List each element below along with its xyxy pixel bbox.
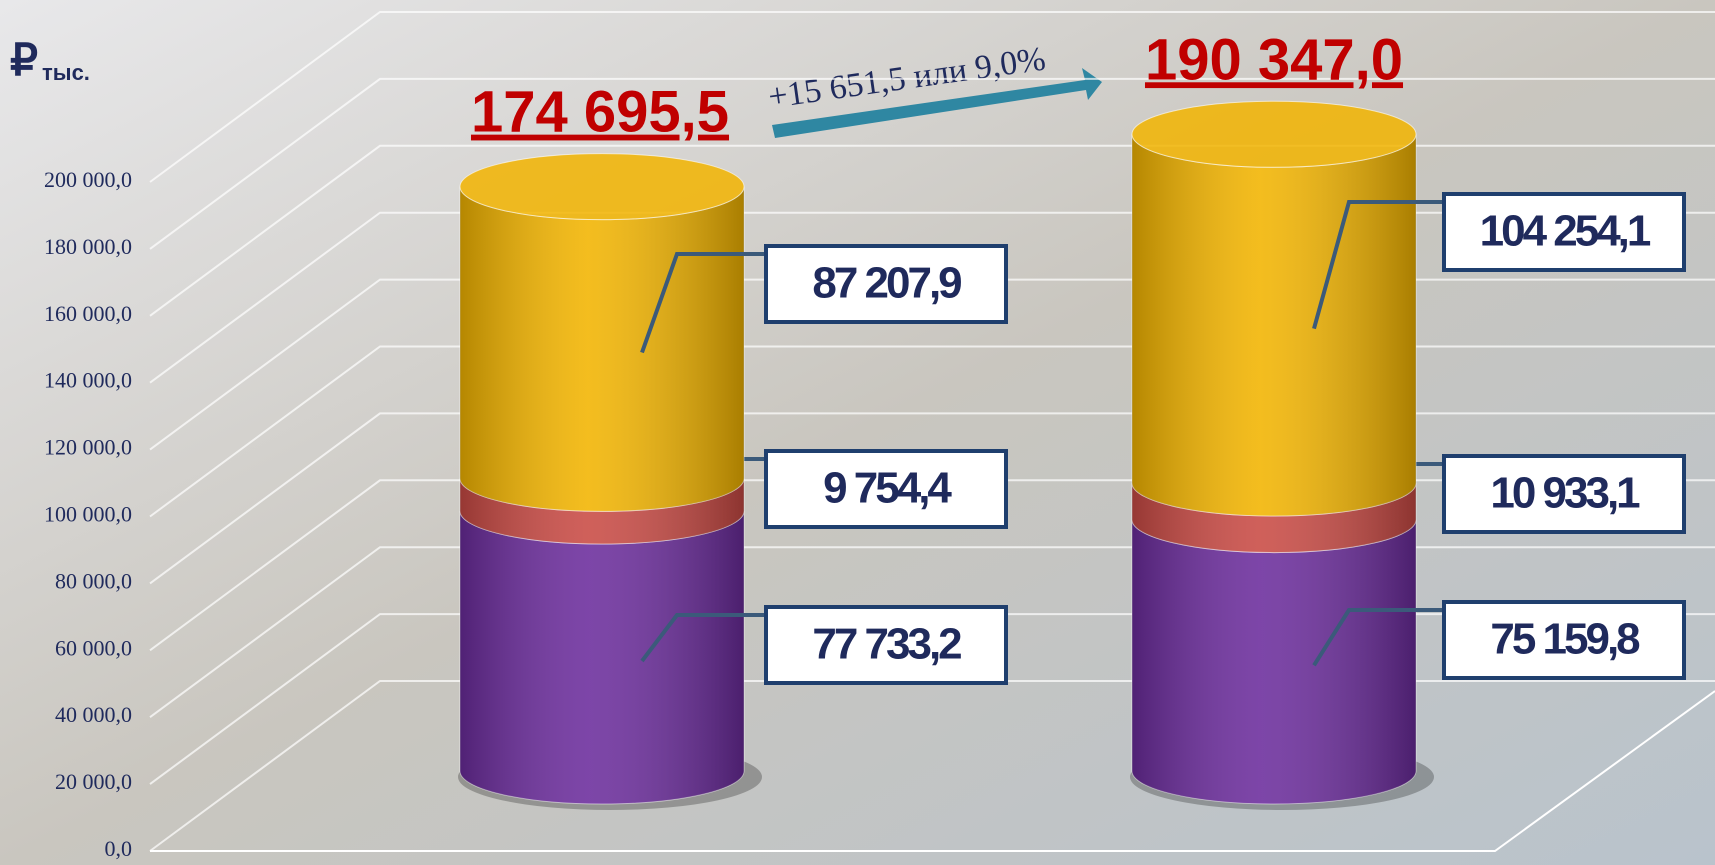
y-tick-label: 180 000,0 [44,234,132,259]
value-label: 75 159,8 [1490,615,1640,664]
segment-shade [460,511,744,804]
unit-symbol: ₽ [10,36,38,85]
value-label: 104 254,1 [1480,207,1651,256]
y-tick-label: 200 000,0 [44,167,132,192]
segment-shade [1132,134,1416,516]
value-label: 10 933,1 [1490,469,1640,518]
y-tick-label: 80 000,0 [55,568,132,593]
chart: ₽ тыс. +15 651,5 или 9,0% 0,020 000,040 … [0,0,1715,865]
segment-shade [460,187,744,512]
total-label: 190 347,0 [1145,27,1403,92]
y-tick-label: 20 000,0 [55,769,132,794]
background [0,0,1715,865]
cylinder-top [1132,101,1416,167]
y-tick-label: 0,0 [105,836,133,861]
y-tick-label: 120 000,0 [44,435,132,460]
y-tick-label: 160 000,0 [44,301,132,326]
unit-text: тыс. [42,60,90,85]
value-label: 77 733,2 [812,620,961,669]
y-tick-label: 40 000,0 [55,702,132,727]
cylinder-top [460,154,744,220]
y-tick-label: 100 000,0 [44,502,132,527]
value-label: 87 207,9 [812,259,961,308]
total-label: 174 695,5 [471,80,729,145]
y-tick-label: 60 000,0 [55,635,132,660]
value-label: 9 754,4 [823,464,952,513]
segment-shade [1132,520,1416,804]
y-tick-label: 140 000,0 [44,368,132,393]
